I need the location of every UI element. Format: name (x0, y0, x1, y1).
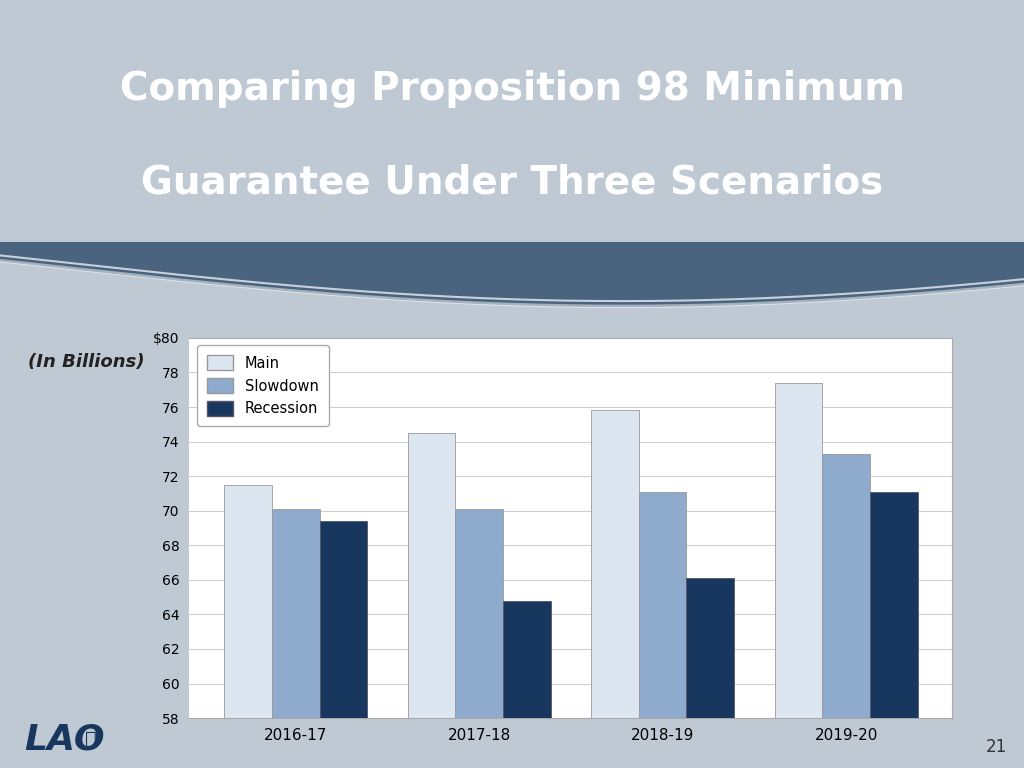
Text: LAO: LAO (25, 722, 105, 756)
Legend: Main, Slowdown, Recession: Main, Slowdown, Recession (197, 345, 329, 426)
Text: ⛪: ⛪ (85, 730, 96, 749)
Text: (In Billions): (In Billions) (29, 353, 144, 372)
Bar (774, 382, 822, 768)
Bar (591, 410, 639, 768)
Text: Comparing Proposition 98 Minimum: Comparing Proposition 98 Minimum (120, 70, 904, 108)
Bar (686, 578, 734, 768)
Bar (408, 433, 456, 768)
Bar (870, 492, 918, 768)
Text: 21: 21 (986, 738, 1008, 756)
Bar (456, 509, 503, 768)
Bar (503, 601, 551, 768)
Bar (822, 454, 870, 768)
Polygon shape (0, 242, 1024, 306)
Bar (224, 485, 271, 768)
Bar (639, 492, 686, 768)
Bar (271, 509, 319, 768)
Text: Guarantee Under Three Scenarios: Guarantee Under Three Scenarios (141, 164, 883, 201)
Bar (319, 521, 368, 768)
